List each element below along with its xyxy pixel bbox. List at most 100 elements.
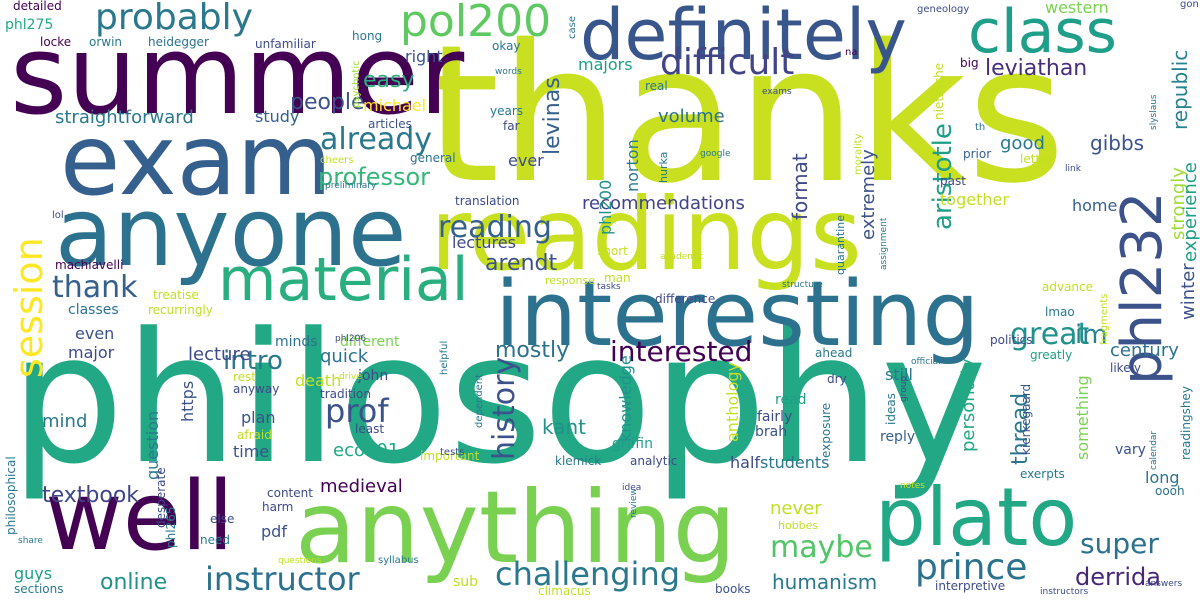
word-cheers: cheers: [320, 155, 354, 166]
word-definitely: definitely: [580, 0, 907, 76]
word-students: students: [760, 453, 830, 472]
word-anyone: anyone: [55, 178, 407, 288]
word-google: google: [700, 149, 731, 159]
word-online: online: [100, 570, 168, 595]
word-response: response: [545, 274, 595, 287]
word-treatise: treatise: [153, 288, 199, 302]
word-professor: professor: [318, 163, 431, 191]
word-afraid: afraid: [237, 428, 272, 442]
word-harm: harm: [262, 500, 294, 514]
word-analytic: analytic: [630, 454, 678, 468]
word-time: time: [233, 442, 270, 461]
word-ever: ever: [508, 151, 544, 170]
word-geneology: geneology: [917, 4, 970, 15]
word-prior: prior: [963, 147, 992, 161]
word-advance: advance: [1042, 280, 1094, 294]
word-reading: reading: [438, 210, 552, 245]
word-even: even: [75, 324, 115, 343]
word-lecture: lecture: [188, 344, 251, 365]
word-case: case: [567, 16, 578, 39]
word-share: share: [18, 536, 43, 546]
word-plan: plan: [241, 408, 276, 427]
word-right: right: [405, 47, 443, 66]
word-calendar: calendar: [1149, 430, 1159, 470]
word-never: never: [770, 498, 822, 519]
word-gon: gon: [1180, 0, 1199, 10]
word-material: material: [218, 245, 469, 315]
word-something: something: [1073, 375, 1092, 460]
word-translation: translation: [455, 194, 520, 208]
word-probably: probably: [95, 0, 253, 38]
word-interpretive: interpretive: [935, 579, 1006, 593]
word-ideas: ideas: [884, 393, 898, 425]
word-far: far: [503, 119, 520, 133]
word-levinas: levinas: [540, 77, 565, 155]
word-leviathan: leviathan: [985, 56, 1088, 81]
word-different: different: [340, 334, 400, 350]
word-else: else: [210, 512, 235, 526]
word-idea: idea: [622, 483, 642, 493]
word-reply: reply: [880, 429, 916, 445]
word-thanks: thanks: [425, 4, 1066, 225]
word-derrida: derrida: [1075, 563, 1161, 591]
word-kierkegaard: kierkegaard: [1019, 383, 1033, 455]
word-notes: notes: [900, 481, 925, 491]
word-maybe: maybe: [770, 530, 873, 565]
word-exams: exams: [762, 87, 792, 97]
word-dry: dry: [827, 372, 847, 386]
word-well: well: [45, 462, 234, 572]
word-history: history: [487, 356, 522, 460]
word-gibbs: gibbs: [1090, 131, 1145, 155]
word-dependent: dependent: [474, 373, 485, 428]
word-short: short: [597, 244, 628, 258]
word-phl200: phl200: [596, 179, 615, 235]
word-challenging: challenging: [495, 555, 681, 593]
word-half: half: [730, 453, 761, 472]
word-big: big: [960, 56, 979, 70]
word-instructor: instructor: [205, 560, 360, 598]
word-oooh: oooh: [1155, 484, 1185, 498]
word-answers: answers: [1145, 579, 1183, 589]
word-morality: morality: [853, 133, 864, 176]
word-im: im: [1075, 320, 1108, 350]
word-death: death: [295, 371, 342, 390]
word-pdf: pdf: [261, 522, 287, 541]
word-humanism: humanism: [772, 570, 878, 594]
word-john: john: [358, 368, 389, 384]
word-western: western: [1045, 0, 1109, 17]
word-climacus: climacus: [538, 584, 591, 598]
word-norton: norton: [623, 139, 642, 192]
word-majors: majors: [578, 55, 633, 74]
word-straightforward: straightforward: [55, 107, 194, 128]
word-format: format: [788, 153, 812, 220]
word-preliminary: preliminary: [325, 181, 377, 191]
word-questions: questions: [278, 556, 322, 566]
word-class: class: [968, 0, 1117, 67]
word-lectures: lectures: [452, 233, 516, 252]
word-slyslaus: slyslaus: [1149, 94, 1159, 130]
word-klemick: klemick: [555, 454, 602, 468]
word-super: super: [1080, 527, 1159, 560]
word-okay: okay: [492, 39, 521, 53]
word-sub: sub: [453, 574, 479, 590]
word-experience: experience: [1180, 162, 1200, 262]
word-years: years: [490, 104, 524, 118]
word-words: words: [495, 67, 522, 77]
word-letter: letter: [1020, 152, 1053, 166]
word-real: real: [645, 79, 668, 93]
word-personally: personally: [958, 358, 979, 452]
word-nietzsche: nietzsche: [932, 62, 946, 120]
word-books: books: [715, 582, 751, 596]
word-link: link: [1065, 164, 1081, 174]
word-together: together: [940, 190, 1009, 209]
word-classes: classes: [68, 302, 119, 318]
word-anthology: anthology: [723, 361, 742, 442]
word-read: read: [775, 392, 807, 408]
word-quick: quick: [320, 346, 369, 367]
word-syllabus: syllabus: [378, 555, 419, 566]
word-century: century: [1110, 340, 1179, 361]
word-least: least: [355, 422, 385, 436]
word-man: man: [604, 271, 631, 285]
word-locke: locke: [40, 35, 72, 49]
word-phl206: phl206: [335, 334, 367, 344]
